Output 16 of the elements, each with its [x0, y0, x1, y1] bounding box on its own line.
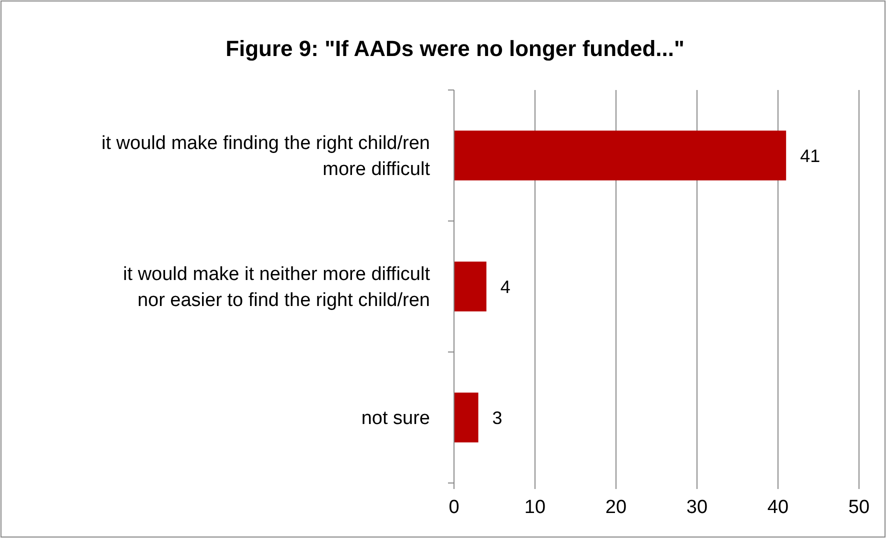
bar: [454, 262, 486, 312]
x-tick-label: 30: [686, 497, 708, 518]
x-tick-label: 10: [524, 497, 546, 518]
y-tick-label: it would make finding the right child/ren more difficult: [102, 133, 431, 180]
x-tick-label: 0: [448, 497, 460, 518]
x-tick-label: 20: [605, 497, 627, 518]
data-label: 41: [800, 146, 820, 166]
chart-title: Figure 9: "If AADs were no longer funded...": [226, 36, 684, 61]
bar: [454, 130, 786, 180]
data-label: 3: [492, 408, 502, 428]
y-tick-label: not sure: [361, 408, 430, 430]
bar: [454, 392, 478, 442]
y-tick-label: it would make it neither more difficult nor easier to find the right child/ren: [123, 264, 431, 312]
x-tick-label: 40: [767, 497, 789, 518]
data-label: 4: [500, 276, 510, 297]
x-tick-label: 50: [848, 497, 870, 518]
